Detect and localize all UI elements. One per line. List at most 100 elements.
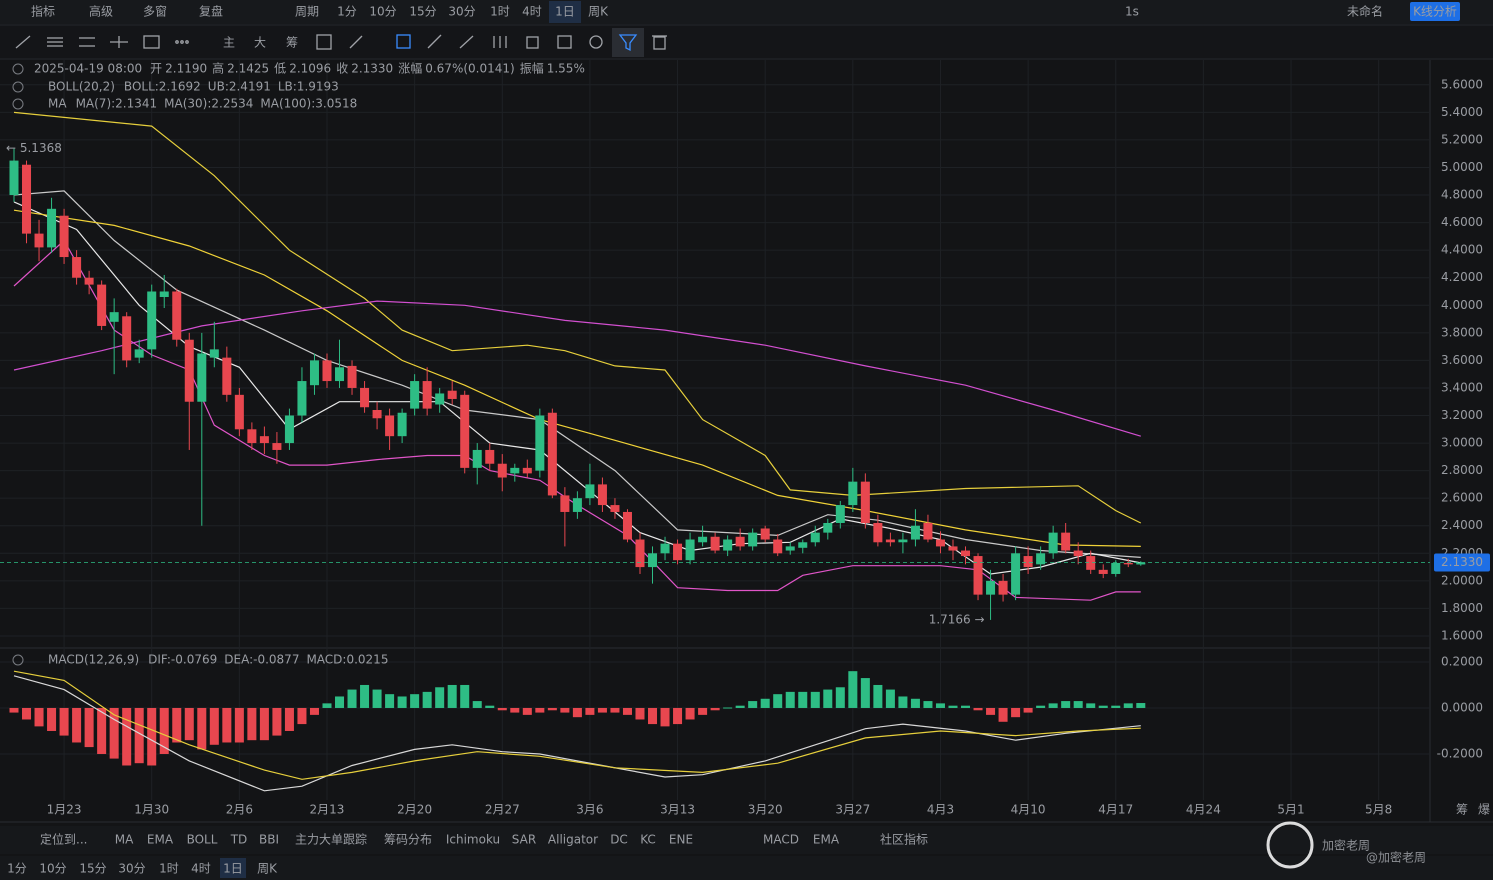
- y-tick-label: 5.0000: [1441, 160, 1483, 174]
- top-bar-item[interactable]: 1日: [555, 5, 575, 19]
- top-bar-item[interactable]: 4时: [522, 5, 542, 19]
- candle-body: [835, 505, 845, 523]
- indicator-tab[interactable]: TD: [230, 833, 248, 847]
- candle-body: [1073, 550, 1083, 557]
- macd-bar: [648, 707, 658, 725]
- top-bar: [0, 0, 1493, 24]
- macd-bar: [1036, 705, 1046, 708]
- y-tick-label: 0.2000: [1441, 654, 1483, 668]
- period-item[interactable]: 15分: [79, 862, 106, 876]
- x-tick-label: 3月20: [748, 803, 783, 817]
- x-tick-label: 1月30: [134, 803, 169, 817]
- macd-bar: [122, 707, 132, 766]
- indicator-line: [13, 111, 1142, 524]
- indicator-tab[interactable]: KC: [640, 833, 656, 847]
- indicator-tab[interactable]: EMA: [813, 833, 840, 847]
- top-bar-item[interactable]: 1分: [337, 5, 357, 19]
- indicator-line: [13, 300, 1141, 437]
- period-item[interactable]: 1分: [7, 862, 27, 876]
- macd-bar: [698, 707, 708, 715]
- period-item[interactable]: 30分: [118, 862, 145, 876]
- top-bar-item[interactable]: 周K: [588, 5, 609, 19]
- macd-bar: [47, 707, 57, 731]
- top-bar-item[interactable]: 多窗: [143, 5, 167, 19]
- candle-body: [698, 536, 708, 543]
- indicator-tab[interactable]: 主力大单跟踪: [295, 833, 367, 847]
- top-bar-item[interactable]: 未命名: [1347, 4, 1383, 19]
- candle-body: [259, 436, 269, 444]
- info-key: 振幅: [520, 61, 544, 76]
- selected-period-bg: [220, 858, 246, 878]
- candle-body: [360, 387, 370, 408]
- top-bar-item[interactable]: 指标: [31, 4, 55, 19]
- indicator-label: BOLL(20,2): [48, 80, 115, 94]
- macd-bar: [360, 684, 370, 708]
- macd-bar: [84, 707, 94, 748]
- candle-body: [159, 291, 169, 298]
- indicator-tab[interactable]: SAR: [512, 833, 536, 847]
- indicator-tab[interactable]: Ichimoku: [446, 833, 500, 847]
- period-item[interactable]: 1日: [223, 862, 243, 876]
- info-value: 2.1190: [165, 62, 207, 76]
- community-indicators[interactable]: 社区指标: [880, 832, 928, 847]
- drawing-toolbar: [0, 26, 1493, 58]
- candle-body: [823, 522, 833, 533]
- candle-body: [710, 536, 720, 551]
- drawing-tool[interactable]: 主: [223, 36, 235, 50]
- top-bar-item[interactable]: 10分: [369, 5, 396, 19]
- indicator-tab[interactable]: MA: [115, 833, 134, 847]
- indicator-tab[interactable]: Alligator: [548, 833, 598, 847]
- indicator-tab[interactable]: MACD: [763, 833, 799, 847]
- top-bar-item[interactable]: 高级: [89, 4, 113, 19]
- indicator-line: [13, 239, 1141, 601]
- top-bar-item[interactable]: 复盘: [199, 4, 223, 19]
- indicator-tab[interactable]: 筹码分布: [384, 833, 432, 847]
- drawing-tool[interactable]: 大: [254, 36, 266, 50]
- macd-bar: [109, 707, 119, 759]
- candle-body: [560, 495, 570, 512]
- candle-body: [435, 393, 445, 405]
- top-bar-item[interactable]: 30分: [448, 5, 475, 19]
- indicator-tab[interactable]: BOLL: [187, 833, 218, 847]
- period-item[interactable]: 1时: [159, 862, 179, 876]
- period-item[interactable]: 周K: [257, 862, 278, 876]
- x-tick-label: 4月17: [1098, 803, 1133, 817]
- candle-body: [898, 539, 908, 543]
- selected-period-bg: [549, 1, 581, 23]
- indicator-tab[interactable]: EMA: [147, 833, 174, 847]
- candle-body: [284, 415, 294, 444]
- indicator-tab[interactable]: ENE: [669, 833, 693, 847]
- y-tick-label: 4.4000: [1441, 243, 1483, 257]
- top-bar-item[interactable]: 1s: [1125, 5, 1139, 19]
- macd-bar: [1098, 705, 1108, 708]
- candle-body: [547, 412, 557, 496]
- top-bar-item[interactable]: 周期: [295, 5, 319, 19]
- candle-body: [1086, 556, 1096, 570]
- top-bar-item[interactable]: K线分析: [1413, 5, 1457, 19]
- last-price-box: [1434, 553, 1490, 572]
- candle-body: [72, 257, 82, 278]
- top-bar-item[interactable]: 15分: [409, 5, 436, 19]
- macd-bar: [973, 707, 983, 711]
- indicator-tab[interactable]: BBI: [259, 833, 279, 847]
- period-item[interactable]: 4时: [191, 862, 211, 876]
- indicator-tab[interactable]: DC: [610, 833, 628, 847]
- last-price-label: 2.1330: [1441, 555, 1483, 569]
- watermark-handle: @加密老周: [1366, 850, 1426, 865]
- drawing-tool[interactable]: 筹: [286, 36, 298, 50]
- candle-body: [9, 160, 19, 196]
- locate-button[interactable]: 定位到...: [40, 832, 87, 847]
- tool-icons: [15, 28, 667, 57]
- candle-body: [572, 498, 582, 512]
- macd-bar: [385, 694, 395, 708]
- period-item[interactable]: 10分: [39, 862, 66, 876]
- x-tick-label: 2月6: [226, 803, 253, 817]
- macd-line: [13, 675, 1141, 792]
- candle-body: [84, 277, 94, 285]
- candle-body: [1136, 562, 1146, 565]
- macd-bar: [272, 707, 282, 736]
- top-bar-item[interactable]: 1时: [490, 5, 510, 19]
- info-key: 高: [212, 61, 224, 76]
- candle-body: [247, 429, 257, 444]
